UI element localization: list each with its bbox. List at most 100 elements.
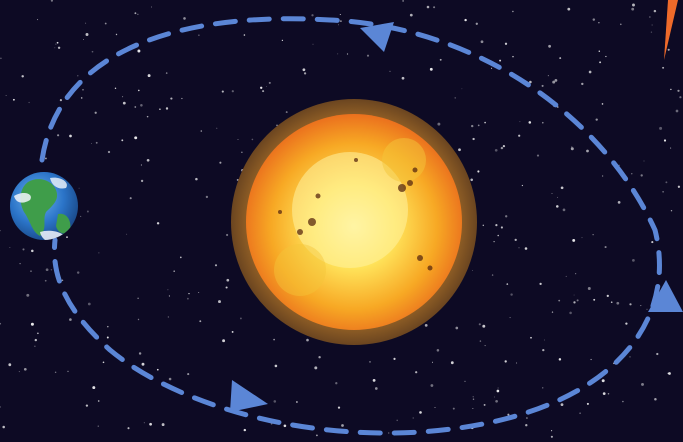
star: [602, 392, 606, 395]
star: [475, 22, 478, 25]
star: [186, 297, 189, 300]
star: [102, 361, 105, 364]
star: [5, 94, 7, 96]
star: [412, 417, 414, 419]
star: [470, 178, 473, 182]
star: [161, 423, 165, 427]
star: [586, 149, 589, 153]
star: [607, 392, 610, 395]
star: [452, 407, 455, 410]
star: [454, 97, 456, 99]
star: [156, 222, 160, 225]
star: [622, 400, 624, 403]
star: [22, 248, 25, 251]
star: [312, 43, 314, 45]
star: [85, 404, 89, 407]
star: [419, 411, 422, 414]
star: [98, 252, 100, 254]
star: [396, 419, 398, 422]
star: [570, 147, 574, 151]
star: [195, 177, 198, 181]
star: [409, 13, 413, 17]
star: [586, 402, 589, 405]
star: [632, 3, 635, 7]
star: [514, 238, 517, 242]
star: [429, 67, 433, 71]
star: [86, 210, 89, 213]
star: [512, 10, 514, 13]
star: [137, 13, 139, 15]
star: [656, 352, 659, 356]
star: [558, 299, 561, 302]
star: [147, 74, 151, 78]
star: [504, 42, 508, 45]
star: [140, 179, 144, 183]
star: [231, 330, 234, 333]
star: [495, 224, 498, 227]
star: [599, 61, 602, 64]
star: [629, 303, 632, 306]
star: [567, 7, 571, 11]
star: [480, 40, 484, 44]
star: [573, 301, 576, 304]
star: [482, 324, 486, 328]
star: [559, 57, 562, 60]
star: [9, 247, 11, 248]
star: [80, 97, 83, 99]
star: [205, 195, 209, 199]
star: [314, 366, 318, 370]
star: [143, 422, 145, 424]
star: [306, 338, 309, 342]
star: [560, 186, 564, 190]
star: [83, 38, 84, 40]
star: [199, 320, 202, 323]
star: [433, 6, 436, 9]
star: [45, 268, 49, 272]
star: [146, 115, 149, 118]
star: [663, 139, 667, 142]
star: [541, 84, 544, 87]
star: [243, 428, 247, 432]
star: [629, 356, 631, 358]
star: [237, 139, 239, 141]
star: [500, 146, 504, 150]
star: [200, 130, 203, 132]
star: [616, 301, 620, 305]
star: [598, 22, 600, 24]
star: [544, 339, 545, 341]
star: [85, 33, 89, 36]
star: [650, 31, 653, 33]
star: [521, 184, 524, 187]
star: [572, 238, 576, 242]
star: [528, 121, 532, 124]
star: [141, 362, 145, 366]
star: [94, 111, 97, 114]
star: [239, 317, 242, 320]
star: [87, 302, 91, 306]
orbit-arrow-right-icon: [648, 280, 683, 312]
star: [85, 22, 87, 24]
star: [495, 399, 498, 403]
star: [26, 293, 30, 297]
star: [455, 326, 459, 330]
star: [461, 88, 463, 90]
star: [432, 361, 433, 363]
star: [266, 85, 268, 87]
star: [477, 124, 480, 127]
star: [18, 371, 20, 373]
star: [519, 121, 521, 123]
star: [542, 121, 544, 124]
star: [496, 389, 500, 393]
star: [276, 124, 278, 127]
star: [497, 387, 499, 389]
star: [218, 300, 221, 304]
star: [605, 55, 607, 58]
star: [536, 154, 540, 157]
star: [479, 340, 482, 342]
star: [372, 378, 376, 382]
star: [146, 158, 150, 162]
star: [281, 39, 284, 42]
star: [137, 89, 140, 92]
star: [393, 357, 396, 360]
